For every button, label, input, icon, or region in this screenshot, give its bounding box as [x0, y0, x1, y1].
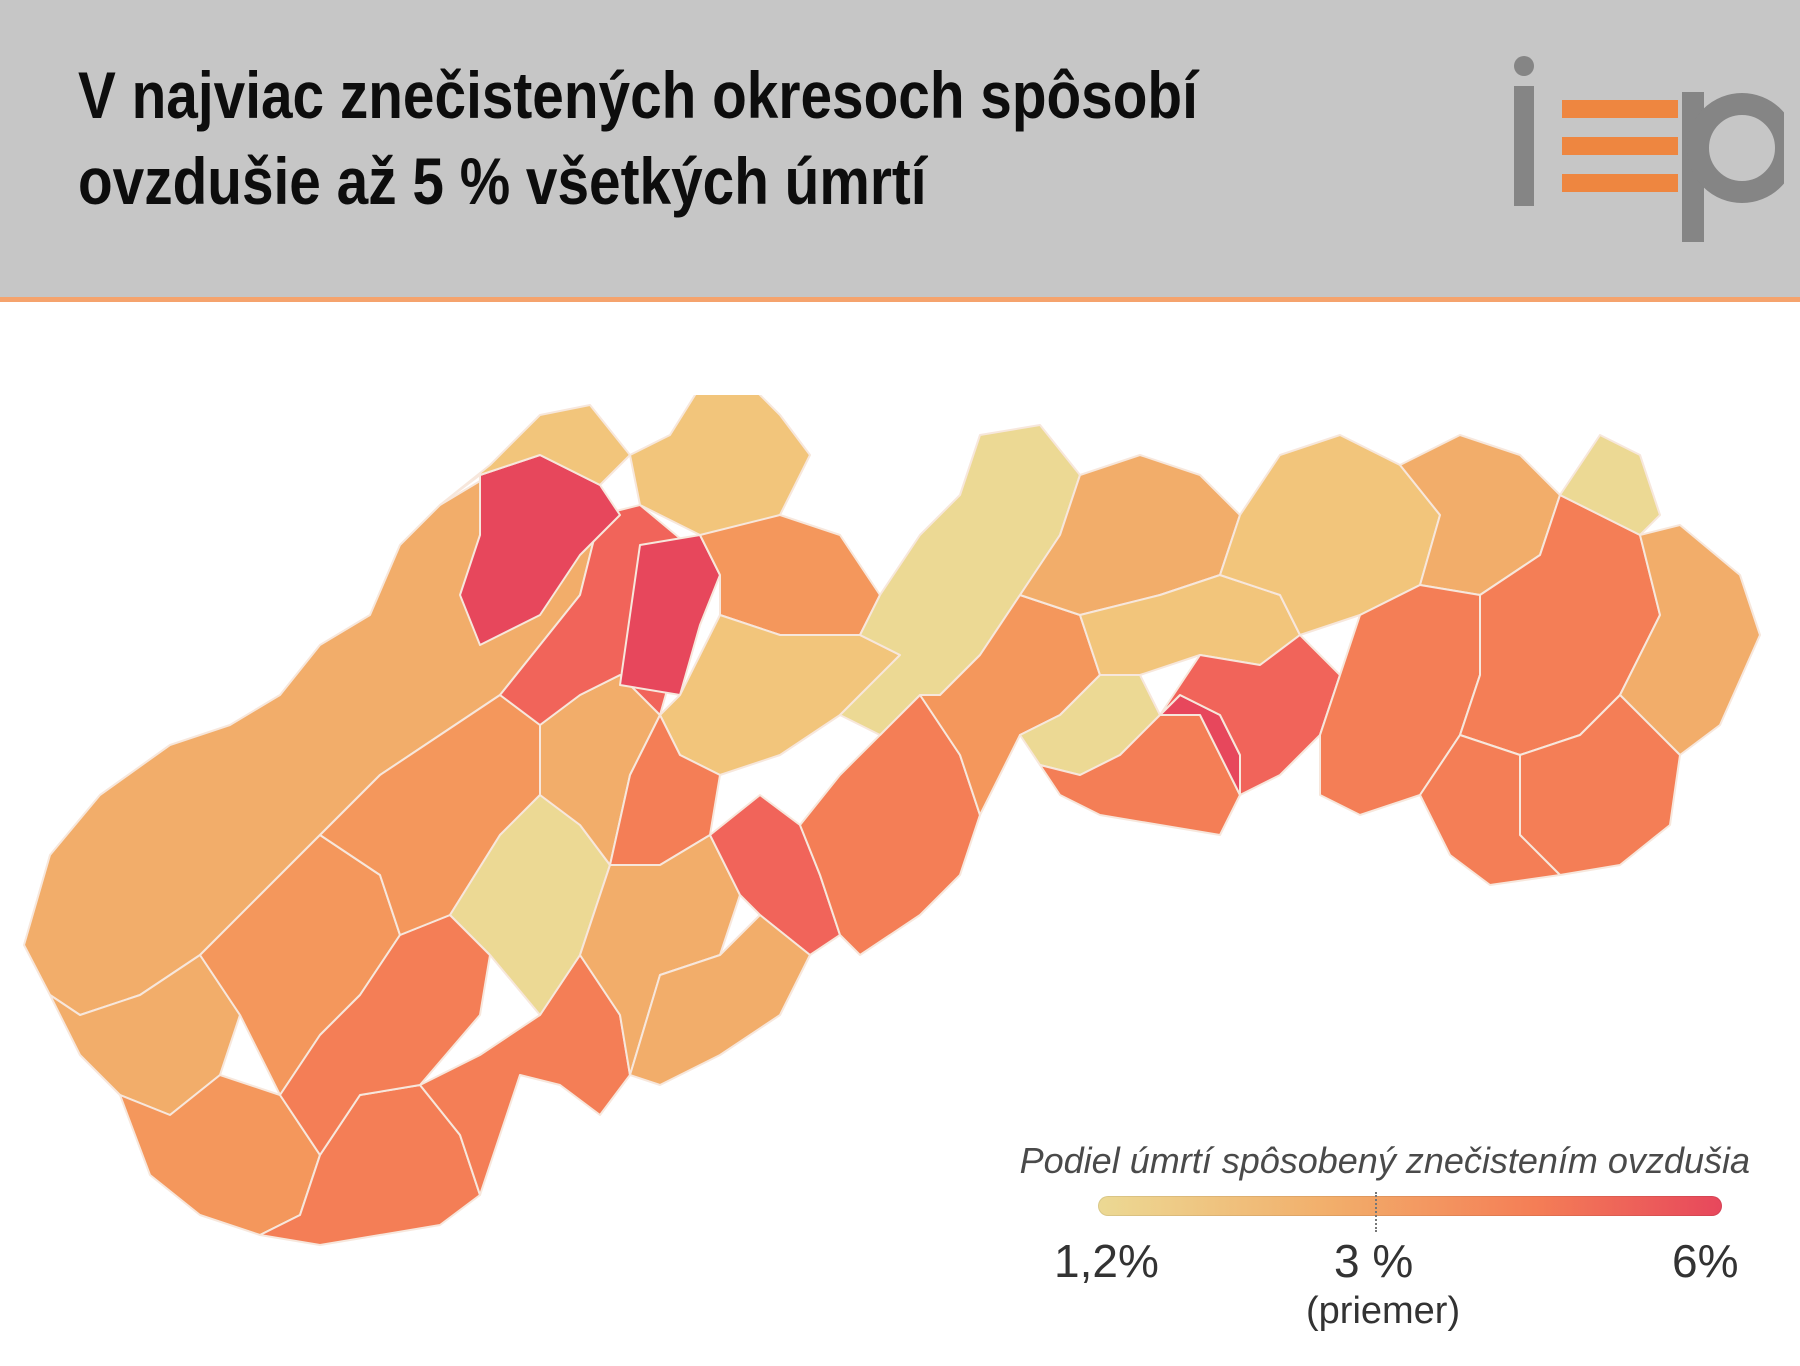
district-west-2: [49, 954, 241, 1116]
legend-average-marker: [1375, 1192, 1377, 1232]
district-east-8: [1559, 434, 1661, 536]
page-title: V najviac znečistených okresoch spôsobí …: [78, 52, 1265, 224]
title-line-1: V najviac znečistených okresoch spôsobí: [78, 58, 1198, 132]
district-east-9: [1619, 524, 1761, 756]
legend-max-label: 6%: [1672, 1235, 1739, 1287]
district-east-3: [1159, 634, 1341, 796]
slovakia-district-map: [23, 395, 1761, 1246]
district-center-5: [579, 834, 741, 1076]
legend-average-note: (priemer): [1306, 1290, 1461, 1332]
district-sw-2: [419, 954, 631, 1196]
district-south-2: [799, 694, 981, 956]
district-sw-4: [279, 914, 491, 1156]
header-banner: V najviac znečistených okresoch spôsobí …: [0, 0, 1800, 302]
legend-title: Podiel úmrtí spôsobený znečistením ovzdu…: [1019, 1140, 1750, 1181]
district-east-11: [1419, 734, 1561, 886]
title-line-2: ovzdušie až 5 % všetkých úmrtí: [78, 144, 927, 218]
legend-min-label: 1,2%: [1054, 1235, 1159, 1287]
district-south-1: [629, 914, 811, 1086]
legend-average-label: 3 %: [1334, 1235, 1414, 1287]
district-north-3: [629, 395, 811, 536]
legend-color-scale: [1098, 1196, 1722, 1216]
iep-logo: iep: [1514, 56, 1784, 242]
